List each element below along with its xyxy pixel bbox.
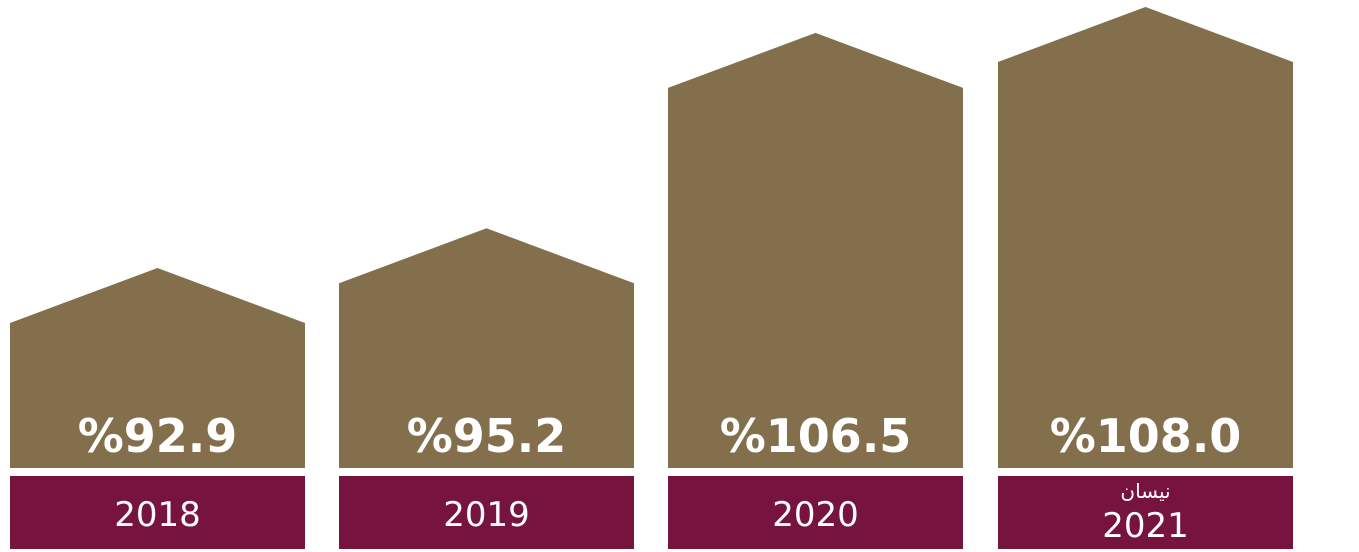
year-label-2019: 2019 <box>443 495 530 535</box>
month-label-2021: نيسان <box>1120 479 1170 503</box>
value-label-2020: %106.5 <box>720 409 912 463</box>
bar-2021 <box>998 7 1293 468</box>
year-box-2020 <box>668 476 963 549</box>
bar-2019 <box>339 228 634 468</box>
year-label-2021: 2021 <box>1102 506 1189 546</box>
year-label-2020: 2020 <box>772 495 859 535</box>
category-axis: 2018 2019 2020 نيسان 2021 <box>0 468 1359 549</box>
value-label-2018: %92.9 <box>78 409 238 463</box>
year-box-2019 <box>339 476 634 549</box>
year-box-2021 <box>998 476 1293 549</box>
value-labels-layer: %92.9 %95.2 %106.5 %108.0 <box>78 409 1242 463</box>
bars-layer <box>10 7 1293 468</box>
bar-2018 <box>10 268 305 468</box>
value-label-2019: %95.2 <box>407 409 567 463</box>
value-label-2021: %108.0 <box>1050 409 1242 463</box>
year-box-2018 <box>10 476 305 549</box>
bar-2020 <box>668 32 963 468</box>
year-label-2018: 2018 <box>114 495 201 535</box>
